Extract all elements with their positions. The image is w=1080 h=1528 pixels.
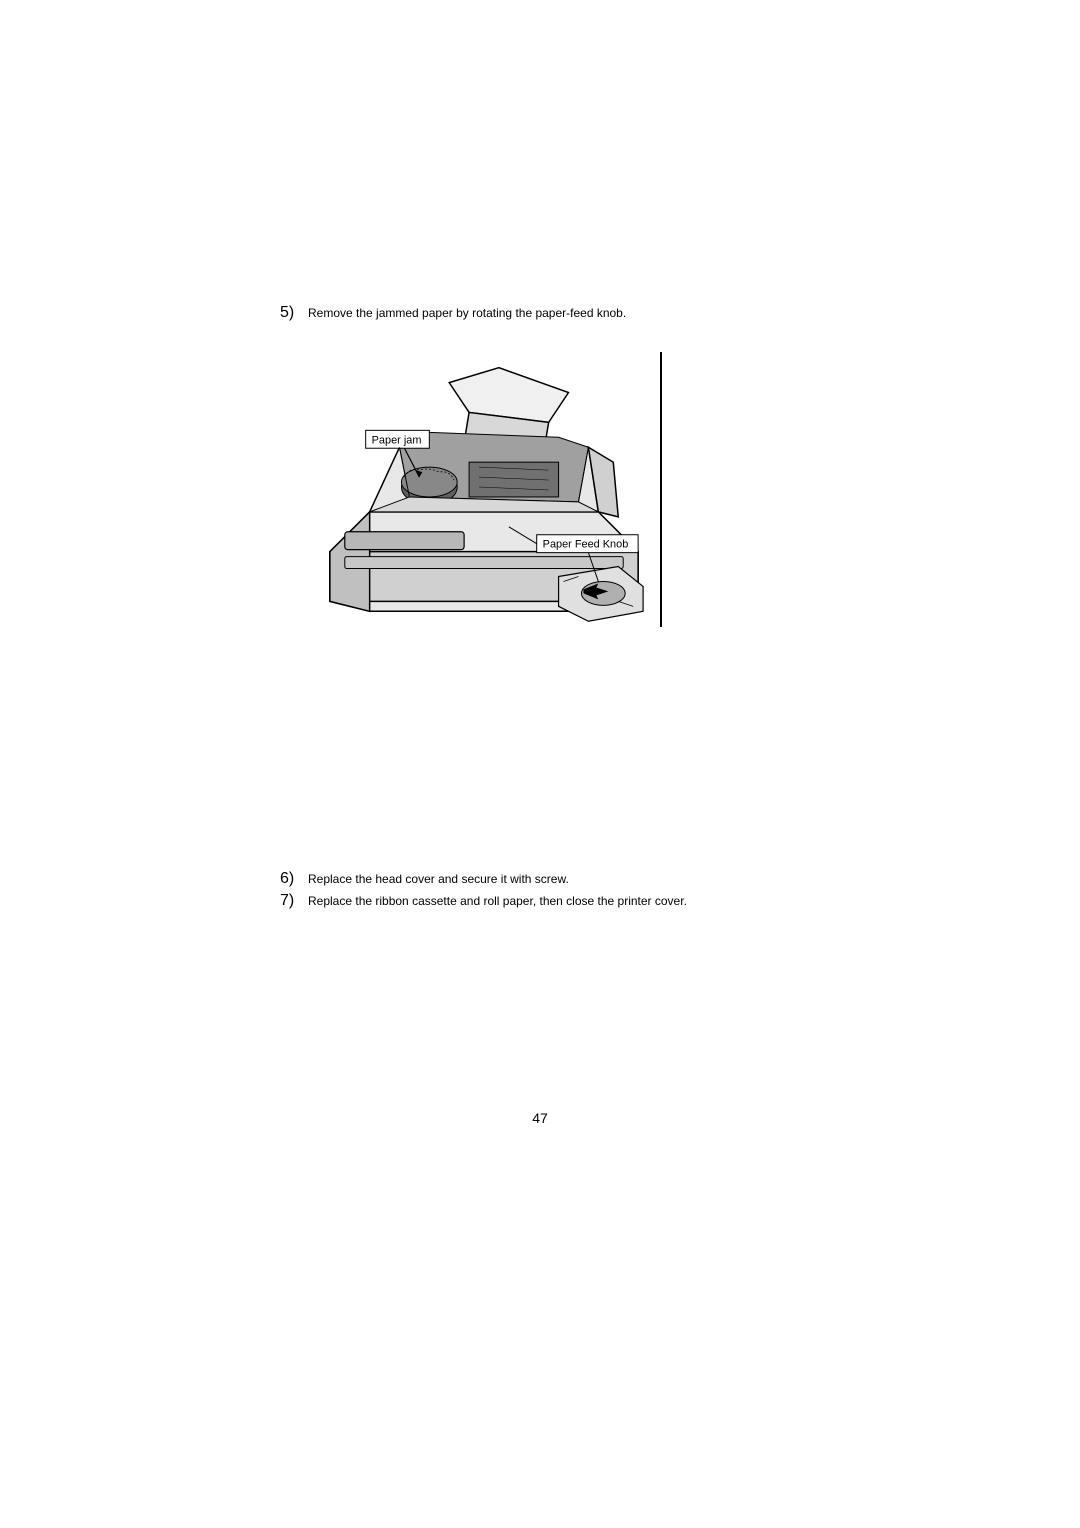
printer-figure: Paper jam Paper Feed Knob xyxy=(310,352,662,627)
step-7: 7) Replace the ribbon cassette and roll … xyxy=(280,892,800,910)
step-5-number: 5) xyxy=(280,304,300,322)
steps-6-7-container: 6) Replace the head cover and secure it … xyxy=(280,870,800,914)
step-5-container: 5) Remove the jammed paper by rotating t… xyxy=(280,304,800,352)
step-7-number: 7) xyxy=(280,892,300,910)
step-7-text: Replace the ribbon cassette and roll pap… xyxy=(308,893,687,910)
paper-jam-label: Paper jam xyxy=(372,434,422,446)
step-6-text: Replace the head cover and secure it wit… xyxy=(308,871,569,888)
page-number: 47 xyxy=(532,1110,548,1126)
step-6: 6) Replace the head cover and secure it … xyxy=(280,870,800,888)
paper-feed-knob-label: Paper Feed Knob xyxy=(543,539,629,551)
printer-illustration: Paper jam Paper Feed Knob xyxy=(310,352,660,627)
step-6-number: 6) xyxy=(280,870,300,888)
step-5: 5) Remove the jammed paper by rotating t… xyxy=(280,304,800,322)
step-5-text: Remove the jammed paper by rotating the … xyxy=(308,305,626,322)
